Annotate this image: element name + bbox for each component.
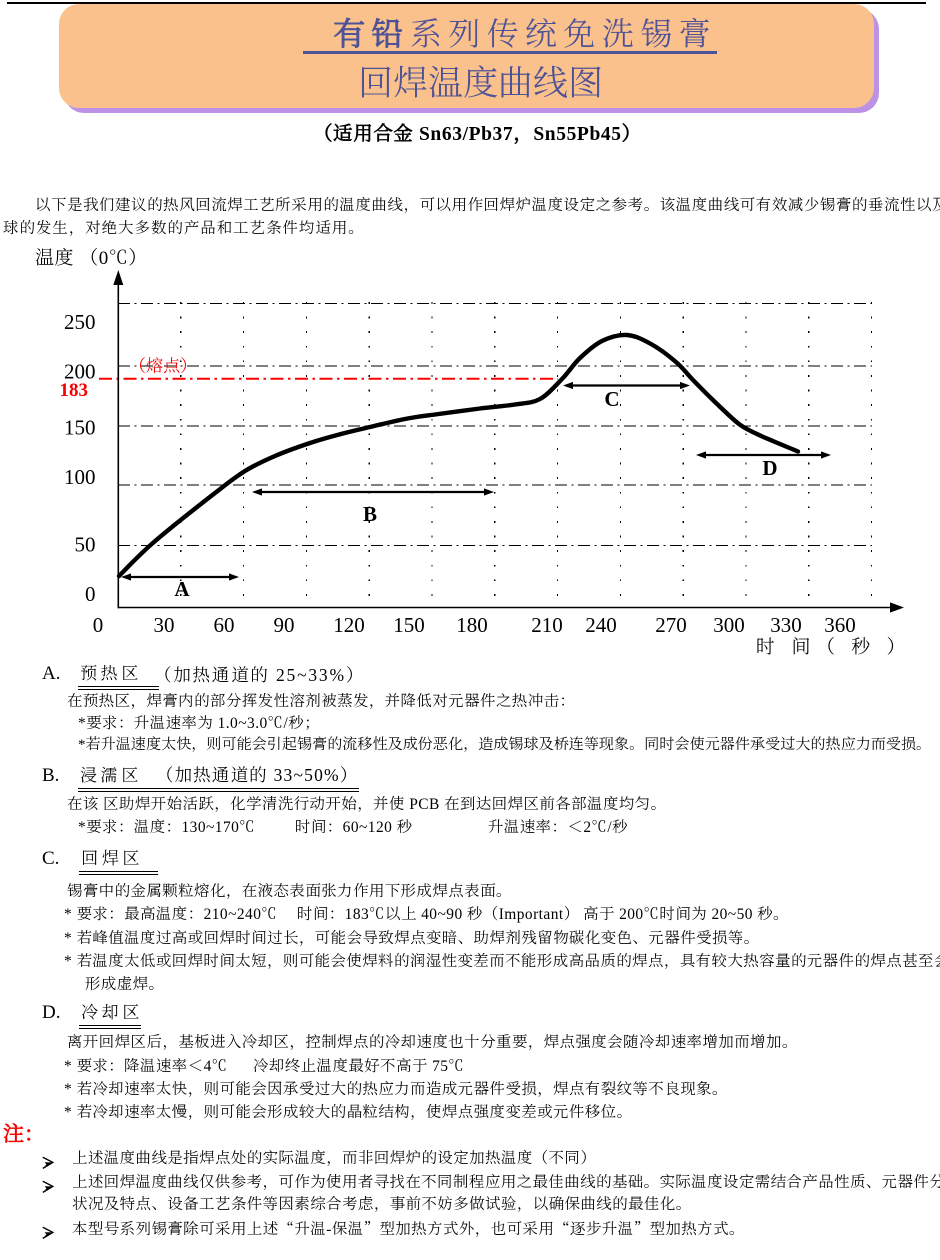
- svg-text:183: 183: [60, 380, 89, 401]
- svg-text:180: 180: [456, 613, 488, 637]
- svg-text:250: 250: [64, 310, 96, 334]
- svg-text:D: D: [762, 456, 777, 480]
- svg-text:150: 150: [393, 613, 425, 637]
- svg-text:270: 270: [655, 613, 687, 637]
- svg-text:温度 （0℃）: 温度 （0℃）: [35, 247, 148, 269]
- svg-text:300: 300: [713, 613, 745, 637]
- svg-text:90: 90: [274, 613, 295, 637]
- svg-text:（熔点）: （熔点）: [129, 357, 197, 376]
- svg-text:A: A: [174, 577, 190, 601]
- svg-text:240: 240: [585, 613, 617, 637]
- svg-text:B: B: [363, 502, 377, 526]
- svg-text:100: 100: [64, 465, 96, 489]
- svg-text:50: 50: [75, 533, 96, 557]
- svg-text:150: 150: [64, 416, 96, 440]
- svg-text:时 间（ 秒 ）: 时 间（ 秒 ）: [756, 636, 911, 658]
- svg-text:0: 0: [85, 582, 96, 606]
- svg-text:200: 200: [64, 360, 96, 384]
- svg-text:0: 0: [93, 613, 104, 637]
- svg-text:C: C: [604, 387, 619, 411]
- svg-text:210: 210: [531, 613, 563, 637]
- svg-text:60: 60: [214, 613, 235, 637]
- svg-text:120: 120: [333, 613, 365, 637]
- svg-text:360: 360: [824, 613, 856, 637]
- svg-text:330: 330: [770, 613, 802, 637]
- svg-text:30: 30: [154, 613, 175, 637]
